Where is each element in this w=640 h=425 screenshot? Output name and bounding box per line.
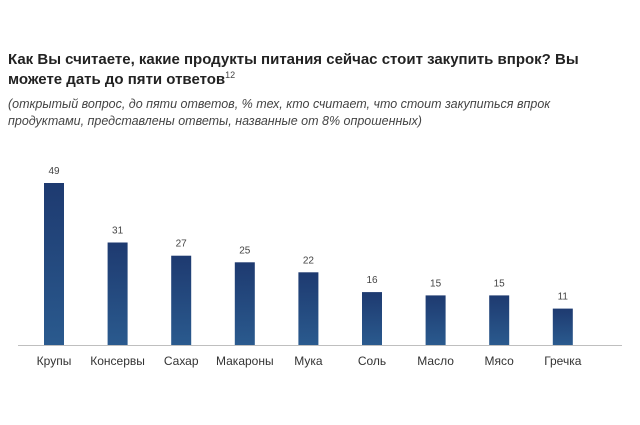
- value-label-9: 11: [558, 292, 569, 303]
- category-label-9: Гречка: [544, 354, 582, 368]
- title-footnote: 12: [225, 70, 236, 80]
- value-label-8: 15: [494, 278, 506, 289]
- value-label-3: 27: [176, 239, 188, 250]
- chart-title: Как Вы считаете, какие продукты питания …: [8, 50, 636, 90]
- category-label-3: Сахар: [164, 354, 199, 368]
- category-label-2: Консервы: [90, 354, 145, 368]
- bar-3: [171, 255, 192, 345]
- bar-2: [107, 242, 128, 345]
- bar-9: [552, 308, 573, 345]
- category-label-4: Макароны: [216, 354, 274, 368]
- category-label-5: Мука: [294, 354, 323, 368]
- category-label-7: Масло: [417, 354, 454, 368]
- category-label-1: Крупы: [37, 354, 72, 368]
- bar-8: [489, 295, 510, 345]
- bar-4: [234, 262, 255, 345]
- chart-title-text: Как Вы считаете, какие продукты питания …: [8, 51, 579, 88]
- category-label-6: Соль: [358, 354, 386, 368]
- value-label-6: 16: [366, 275, 378, 286]
- labels-group: 49 Крупы 31 Консервы 27 Сахар 25 Макароны 22 Мука…: [37, 166, 582, 368]
- bar-5: [298, 272, 319, 345]
- bars-group: [44, 183, 573, 345]
- bar-1: [44, 183, 64, 345]
- value-label-1: 49: [48, 166, 60, 177]
- value-label-7: 15: [430, 278, 442, 289]
- category-label-8: Мясо: [485, 354, 515, 368]
- value-label-4: 25: [239, 245, 251, 256]
- value-label-2: 31: [112, 226, 124, 237]
- value-label-5: 22: [303, 255, 315, 266]
- bar-6: [362, 292, 382, 345]
- bar-7: [425, 295, 446, 345]
- chart-subtitle: (открытый вопрос, до пяти ответов, % тех…: [8, 97, 551, 128]
